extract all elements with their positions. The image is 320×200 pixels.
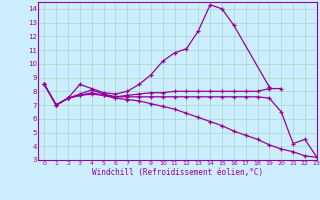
- X-axis label: Windchill (Refroidissement éolien,°C): Windchill (Refroidissement éolien,°C): [92, 168, 263, 177]
